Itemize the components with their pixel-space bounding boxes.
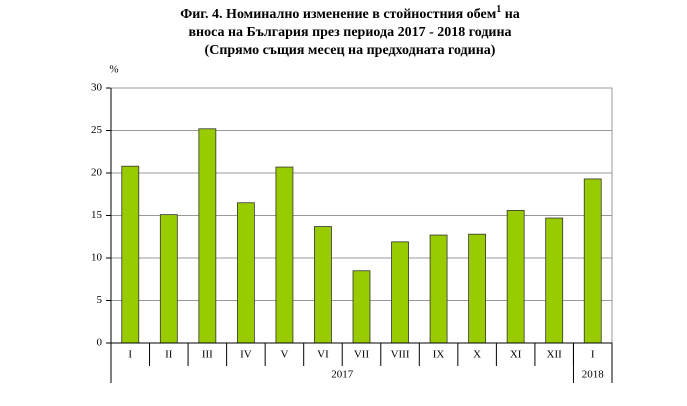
y-tick-label: 10 <box>91 252 103 264</box>
x-tick-label: I <box>591 349 595 361</box>
bar <box>583 178 602 344</box>
title-footnote: 1 <box>496 4 501 15</box>
x-tick-label: VIII <box>391 349 410 361</box>
chart-title: Фиг. 4. Номинално изменение в стойностни… <box>180 7 497 22</box>
x-tick-label: XII <box>547 349 563 361</box>
x-tick-label: II <box>165 349 173 361</box>
group-label: 2018 <box>582 369 605 381</box>
bar <box>236 202 255 344</box>
y-axis-label: % <box>109 64 118 76</box>
bar <box>391 241 409 344</box>
bar <box>198 128 217 344</box>
y-tick-label: 5 <box>97 294 103 306</box>
bar <box>506 209 525 344</box>
y-tick-label: 30 <box>91 82 103 94</box>
bar <box>159 214 178 344</box>
x-tick-label: V <box>280 349 288 361</box>
y-tick-label: 0 <box>97 337 103 349</box>
x-tick-label: VII <box>354 349 370 361</box>
bar <box>545 217 564 344</box>
bar <box>352 270 371 344</box>
x-tick-label: XI <box>510 349 522 361</box>
bar <box>314 226 332 344</box>
x-tick-label: X <box>473 349 481 361</box>
x-tick-label: IV <box>240 349 252 361</box>
x-tick-label: III <box>202 349 213 361</box>
chart-title-line2: вноса на България през периода 2017 - 20… <box>188 25 511 40</box>
chart-subtitle: (Спрямо същия месец на предходната годин… <box>205 43 496 58</box>
x-tick-label: I <box>128 349 132 361</box>
bar <box>468 233 487 344</box>
bar <box>429 234 448 344</box>
x-tick-label: VI <box>317 349 329 361</box>
bar <box>121 165 140 344</box>
y-tick-label: 20 <box>91 167 103 179</box>
y-tick-label: 15 <box>91 209 103 221</box>
chart-title-line: Фиг. 4. Номинално изменение в стойностни… <box>180 4 520 22</box>
bar <box>275 166 294 344</box>
group-label: 2017 <box>331 369 354 381</box>
title-end: на <box>501 7 520 22</box>
y-tick-label: 25 <box>91 124 103 136</box>
x-tick-label: IX <box>433 349 445 361</box>
